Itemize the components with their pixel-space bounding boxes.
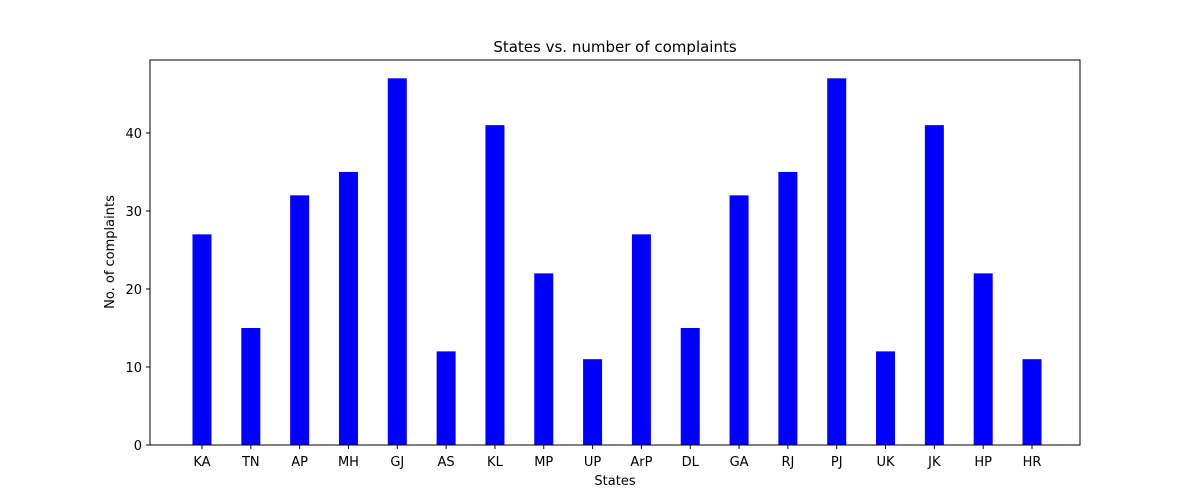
bars-group <box>192 78 1042 445</box>
y-tick-label: 30 <box>125 205 142 220</box>
y-tick-label: 40 <box>125 127 142 142</box>
bar-ga <box>729 195 749 445</box>
bar-ka <box>192 234 212 445</box>
y-axis-label: No. of complaints <box>103 195 118 309</box>
x-tick-label: KL <box>487 455 504 470</box>
x-tick-label: HR <box>1023 455 1042 470</box>
bar-as <box>436 351 456 445</box>
bar-jk <box>924 125 944 445</box>
plot-frame <box>149 59 1081 446</box>
bar-pj <box>827 78 847 445</box>
bar-dl <box>680 327 700 445</box>
bar-hr <box>1022 359 1042 445</box>
x-tick-label: MP <box>534 455 553 470</box>
x-tick-label: GA <box>730 455 749 470</box>
bar-rj <box>778 171 798 445</box>
bar-tn <box>241 327 261 445</box>
x-tick-label: AP <box>291 455 308 470</box>
bar-hp <box>973 273 993 445</box>
x-tick-label: RJ <box>781 455 794 470</box>
x-tick-label: PJ <box>831 455 843 470</box>
x-tick-label: DL <box>682 455 700 470</box>
x-tick-label: TN <box>241 455 260 470</box>
bar-mp <box>534 273 554 445</box>
x-tick-label: KA <box>193 455 210 470</box>
bar-kl <box>485 125 505 445</box>
bar-gj <box>387 78 407 445</box>
y-tick-label: 10 <box>125 361 142 376</box>
bar-uk <box>876 351 896 445</box>
x-ticks-group: KA TN AP MH GJ AS KL MP UP ArP DL GA RJ PJ UK JK HP HR <box>193 445 1041 470</box>
bar-arp <box>631 234 651 445</box>
x-tick-label: MH <box>338 455 359 470</box>
x-tick-label: GJ <box>390 455 404 470</box>
x-tick-label: ArP <box>630 455 652 470</box>
y-tick-label: 20 <box>125 283 142 298</box>
x-tick-label: UK <box>877 455 896 470</box>
y-ticks-group: 0 10 20 30 40 <box>125 127 150 454</box>
bar-ap <box>290 195 310 445</box>
x-axis-label: States <box>594 474 635 489</box>
chart-title: States vs. number of complaints <box>493 38 737 56</box>
x-tick-label: AS <box>438 455 455 470</box>
x-tick-label: JK <box>927 455 941 470</box>
bar-mh <box>338 171 358 445</box>
x-tick-label: HP <box>974 455 992 470</box>
bar-up <box>583 359 603 445</box>
y-tick-label: 0 <box>134 439 142 454</box>
x-tick-label: UP <box>584 455 602 470</box>
